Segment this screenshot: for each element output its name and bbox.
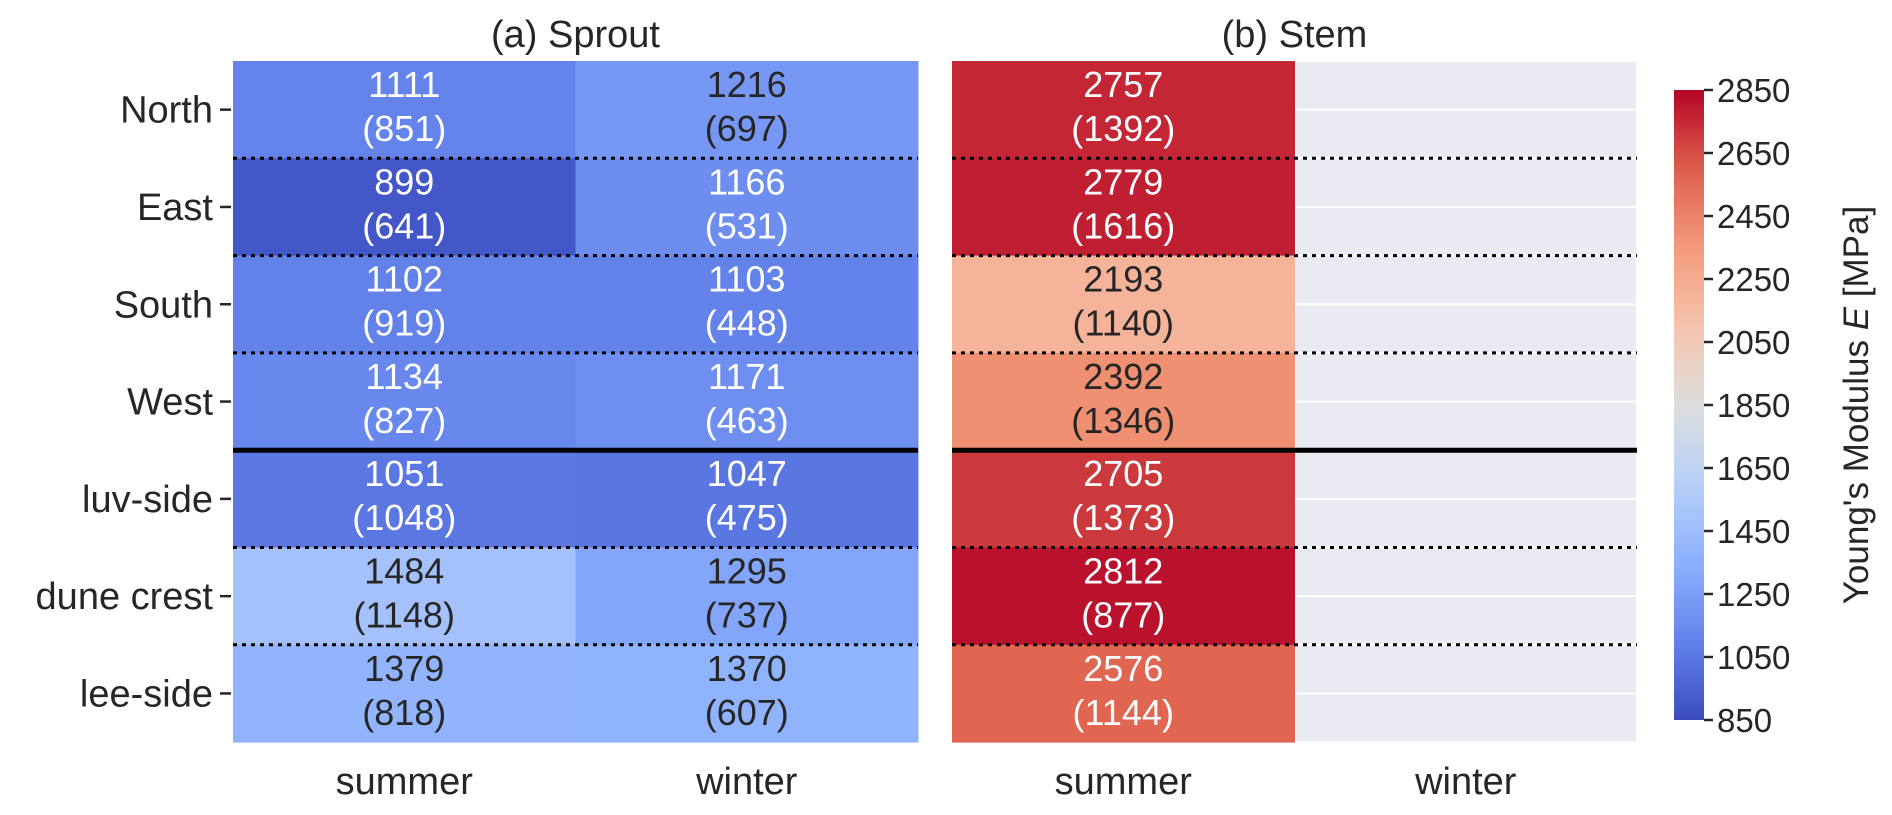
cell-sd-label: (1392) (1071, 108, 1175, 149)
cell-value-label: 1295 (707, 551, 787, 592)
colorbar-gradient (1674, 90, 1704, 720)
colorbar-tick-label: 1650 (1717, 450, 1790, 487)
cell-sd-label: (475) (705, 497, 789, 538)
heatmap-cell (575, 61, 919, 159)
panel-title: (b) Stem (1222, 14, 1368, 56)
cell-sd-label: (1616) (1071, 205, 1175, 246)
cell-value-label: 2779 (1083, 161, 1163, 202)
heatmap-cell (575, 644, 919, 743)
heatmap-cell (575, 352, 919, 451)
heatmap-cell (952, 547, 1295, 646)
cell-sd-label: (1148) (354, 595, 455, 636)
cell-sd-label: (697) (705, 108, 789, 149)
y-tick-label: luv-side (82, 479, 213, 521)
cell-value-label: 1370 (707, 648, 787, 689)
cell-sd-label: (1144) (1073, 692, 1174, 733)
y-tick-label: South (114, 284, 213, 326)
cell-sd-label: (737) (705, 595, 789, 636)
cell-value-label: 1103 (708, 259, 785, 300)
y-tick-label: lee-side (80, 673, 213, 715)
y-tick-label: East (137, 187, 213, 229)
heatmap-cell (952, 61, 1295, 159)
cell-value-label: 1379 (364, 648, 444, 689)
x-tick-label: summer (336, 761, 474, 803)
cell-sd-label: (607) (705, 692, 789, 733)
heatmap-cell (952, 450, 1295, 548)
heatmap-cell (952, 644, 1295, 743)
heatmap-cell (575, 450, 919, 548)
cell-sd-label: (448) (705, 303, 789, 344)
cell-sd-label: (1048) (352, 497, 456, 538)
heatmap-cell (233, 450, 576, 548)
colorbar-tick-label: 1850 (1717, 387, 1790, 424)
cell-sd-label: (818) (362, 692, 446, 733)
cell-value-label: 1484 (364, 551, 444, 592)
heatmap-cell (233, 352, 576, 451)
cell-sd-label: (1373) (1071, 497, 1175, 538)
heatmap-panels: 1111(851)1216(697)899(641)1166(531)1102(… (36, 14, 1638, 803)
heatmap-cell (233, 255, 576, 354)
y-tick-label: West (127, 382, 213, 424)
panel-sprout: 1111(851)1216(697)899(641)1166(531)1102(… (233, 14, 919, 803)
cell-value-label: 1051 (364, 453, 444, 494)
cell-value-label: 1111 (368, 64, 440, 105)
cell-value-label: 2757 (1083, 64, 1163, 105)
colorbar-tick-label: 2450 (1717, 198, 1790, 235)
cell-value-label: 2812 (1083, 551, 1163, 592)
cell-sd-label: (877) (1081, 595, 1165, 636)
heatmap-cell (575, 158, 919, 257)
y-tick-label: North (120, 90, 213, 132)
panel-title: (a) Sprout (491, 14, 660, 56)
cell-value-label: 1171 (708, 356, 785, 397)
y-tick-label: dune crest (36, 576, 214, 618)
cell-sd-label: (851) (362, 108, 446, 149)
x-tick-label: winter (695, 761, 798, 803)
cell-value-label: 2392 (1083, 356, 1163, 397)
colorbar-tick-label: 1250 (1717, 576, 1790, 613)
cell-value-label: 2576 (1083, 648, 1163, 689)
cell-sd-label: (1140) (1073, 303, 1174, 344)
cell-sd-label: (531) (705, 205, 789, 246)
heatmap-cell (233, 644, 576, 743)
cell-sd-label: (827) (362, 400, 446, 441)
cell-value-label: 1102 (366, 259, 443, 300)
cell-sd-label: (463) (705, 400, 789, 441)
cell-sd-label: (641) (362, 205, 446, 246)
heatmap-cell (575, 255, 919, 354)
colorbar-label: Young's Modulus E [MPa] (1837, 206, 1876, 604)
colorbar-tick-label: 2850 (1717, 72, 1790, 109)
cell-value-label: 1134 (366, 356, 443, 397)
heatmap-cell (233, 158, 576, 257)
colorbar-tick-label: 2050 (1717, 324, 1790, 361)
panel-stem: 2757(1392) 2779(1616) 2193(1140) 2392(1346)… (952, 14, 1638, 803)
colorbar: 850 1050 1250 1450 1650 1850 2050 2250 2450 2650 2… (1674, 72, 1876, 739)
cell-sd-label: (919) (362, 303, 446, 344)
x-tick-label: winter (1414, 761, 1517, 803)
colorbar-tick-label: 1050 (1717, 639, 1790, 676)
heatmap-cell (233, 61, 576, 159)
cell-value-label: 899 (374, 161, 434, 202)
colorbar-tick-label: 850 (1717, 702, 1772, 739)
cell-value-label: 1166 (708, 161, 785, 202)
colorbar-tick-label: 2250 (1717, 261, 1790, 298)
cell-value-label: 1216 (707, 64, 787, 105)
heatmap-cell (952, 255, 1295, 354)
heatmap-cell (952, 352, 1295, 451)
cell-value-label: 1047 (707, 453, 787, 494)
cell-value-label: 2193 (1083, 259, 1163, 300)
heatmap-cell (952, 158, 1295, 257)
cell-sd-label: (1346) (1071, 400, 1175, 441)
cell-value-label: 2705 (1083, 453, 1163, 494)
heatmap-cell (233, 547, 576, 646)
colorbar-tick-label: 1450 (1717, 513, 1790, 550)
heatmap-cell (575, 547, 919, 646)
colorbar-tick-label: 2650 (1717, 135, 1790, 172)
x-tick-label: summer (1055, 761, 1193, 803)
row-labels: North East South West luv-side dune crest lee-… (36, 90, 231, 715)
